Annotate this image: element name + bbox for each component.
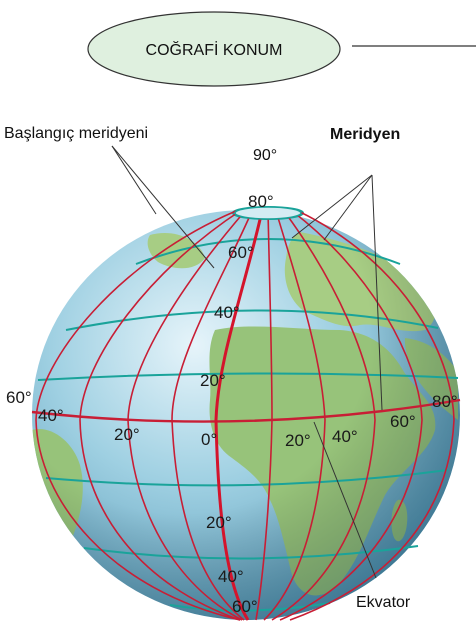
meridian-e80 — [279, 210, 423, 621]
header-ellipse — [87, 11, 341, 87]
lon-mark-w20: 20° — [114, 425, 140, 444]
lat-mark-60: 60° — [228, 243, 254, 262]
meridian-w80 — [35, 210, 241, 621]
lat-mark-s60: 60° — [232, 597, 258, 616]
callout-prime-2 — [111, 145, 157, 215]
lon-mark-w40: 40° — [38, 406, 64, 425]
label-meridian: Meridyen — [330, 126, 400, 143]
callout-meridian-1 — [291, 174, 373, 239]
callout-equator — [313, 421, 377, 579]
label-north-pole-degree: 90° — [253, 147, 277, 164]
lat-mark-s40: 40° — [218, 567, 244, 586]
label-prime-meridian: Başlangıç meridyeni — [4, 125, 148, 142]
header-title: COĞRAFİ KONUM — [146, 40, 283, 59]
meridian-e40 — [263, 210, 326, 621]
lat-mark-20: 20° — [200, 371, 226, 390]
lat-mark-40: 40° — [214, 303, 240, 322]
parallel-s40 — [83, 545, 419, 560]
lon-mark-e20: 20° — [285, 431, 311, 450]
parallels — [31, 206, 461, 612]
parallel-equator — [31, 398, 461, 423]
parallel-s60 — [169, 602, 331, 612]
parallel-40 — [65, 309, 439, 331]
lat-mark-s20: 20° — [206, 513, 232, 532]
header-bubble: COĞRAFİ KONUM — [87, 11, 476, 87]
meridian-e20 — [255, 210, 273, 621]
lon-mark-e80: 80° — [432, 392, 458, 411]
meridian-prime — [214, 210, 264, 621]
longitude-marks: 60° 40° 20° 20° 40° 60° 80° — [6, 388, 458, 450]
globe-shading — [32, 210, 460, 620]
label-equator: Ekvator — [356, 594, 411, 611]
lon-mark-w60: 60° — [6, 388, 32, 407]
callout-prime-1 — [111, 145, 215, 269]
meridian-w60 — [79, 210, 241, 621]
meridian-w20 — [171, 210, 253, 621]
meridian-e60 — [271, 210, 376, 621]
parallel-s20 — [45, 469, 449, 487]
meridian-w40 — [127, 210, 246, 621]
lat-mark-0: 0° — [201, 430, 217, 449]
lat-mark-80: 80° — [248, 192, 274, 211]
lon-mark-e60: 60° — [390, 412, 416, 431]
lon-mark-e40: 40° — [332, 427, 358, 446]
meridians — [35, 210, 455, 621]
polar-cap — [234, 206, 302, 220]
callout-meridian-2 — [323, 174, 373, 241]
parallel-20 — [37, 372, 459, 381]
callout-lines — [111, 145, 383, 579]
latitude-marks: 80° 60° 40° 20° 0° 20° 40° 60° — [200, 192, 274, 616]
callout-meridian-3 — [371, 174, 383, 411]
